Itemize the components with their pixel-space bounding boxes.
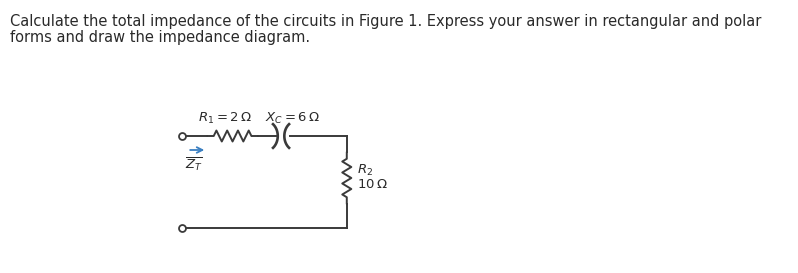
Text: $X_C = 6\,\Omega$: $X_C = 6\,\Omega$ (265, 111, 320, 126)
Text: $10\,\Omega$: $10\,\Omega$ (357, 178, 387, 191)
Text: $R_1 = 2\,\Omega$: $R_1 = 2\,\Omega$ (198, 111, 252, 126)
Text: Calculate the total impedance of the circuits in Figure 1. Express your answer i: Calculate the total impedance of the cir… (10, 14, 761, 29)
Text: forms and draw the impedance diagram.: forms and draw the impedance diagram. (10, 30, 310, 45)
Text: $R_2$: $R_2$ (357, 163, 373, 178)
Text: $\overline{Z_T}$: $\overline{Z_T}$ (185, 156, 203, 173)
